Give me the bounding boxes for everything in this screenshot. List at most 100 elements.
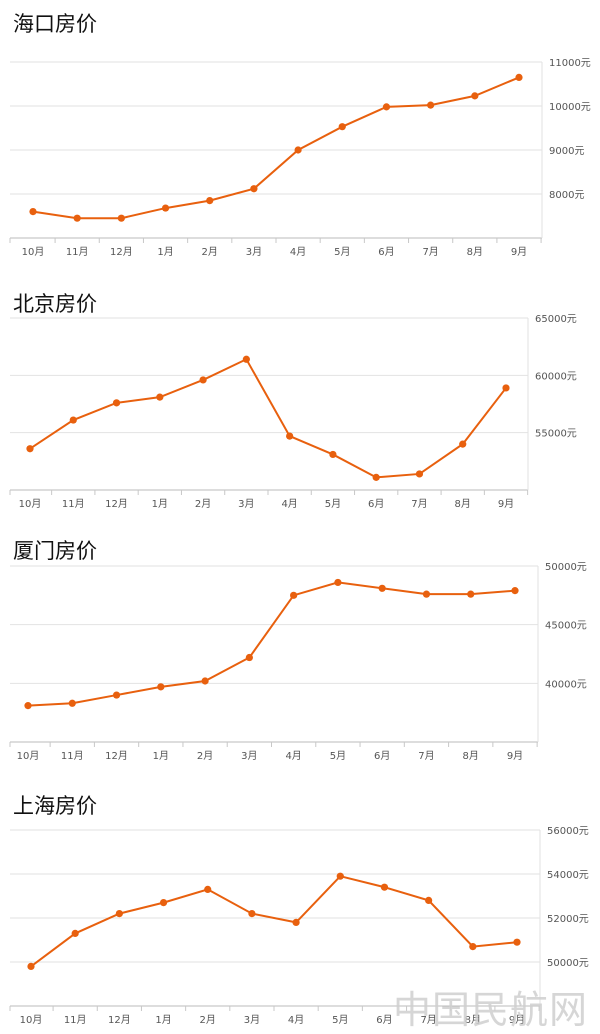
data-point[interactable] — [459, 440, 467, 448]
x-tick-label: 4月 — [290, 246, 306, 258]
data-point[interactable] — [71, 929, 79, 938]
data-point[interactable] — [378, 584, 386, 592]
data-point[interactable] — [427, 101, 435, 109]
x-tick-label: 4月 — [281, 498, 297, 510]
x-tick-label: 6月 — [378, 246, 394, 258]
x-tick-label: 5月 — [325, 498, 341, 510]
y-tick-label: 56000元 — [547, 826, 589, 837]
data-point[interactable] — [292, 918, 300, 927]
data-point[interactable] — [382, 103, 391, 111]
data-point[interactable] — [242, 355, 250, 363]
y-tick-label: 10000元 — [549, 102, 591, 113]
x-tick-label: 11月 — [66, 246, 89, 258]
x-tick-label: 3月 — [241, 750, 257, 762]
series-line — [29, 357, 507, 479]
data-point[interactable] — [199, 376, 207, 384]
data-point[interactable] — [159, 899, 168, 907]
y-tick-label: 50000元 — [545, 562, 587, 573]
x-tick-label: 7月 — [411, 498, 427, 510]
data-point[interactable] — [250, 185, 258, 193]
data-point[interactable] — [117, 214, 125, 222]
x-tick-label: 7月 — [418, 750, 434, 762]
x-tick-label: 8月 — [455, 498, 471, 510]
x-tick-label: 1月 — [153, 750, 169, 762]
data-point[interactable] — [24, 702, 32, 710]
data-point[interactable] — [29, 208, 37, 216]
data-point[interactable] — [469, 943, 477, 951]
y-tick-label: 11000元 — [549, 58, 591, 69]
data-point[interactable] — [471, 92, 479, 100]
data-point[interactable] — [467, 590, 475, 598]
data-point[interactable] — [157, 683, 165, 691]
data-point[interactable] — [290, 591, 298, 599]
x-tick-label: 8月 — [463, 750, 479, 762]
x-tick-label: 9月 — [498, 498, 514, 510]
data-point[interactable] — [380, 883, 389, 891]
data-point[interactable] — [372, 473, 380, 481]
x-tick-label: 2月 — [202, 246, 218, 258]
x-tick-label: 10月 — [19, 498, 42, 510]
y-tick-label: 40000元 — [545, 679, 587, 690]
y-tick-label: 54000元 — [547, 870, 589, 881]
data-point[interactable] — [161, 204, 170, 212]
y-tick-label: 60000元 — [535, 371, 577, 382]
data-point[interactable] — [425, 896, 433, 905]
data-point[interactable] — [245, 653, 253, 662]
data-point[interactable] — [69, 416, 77, 424]
x-tick-label: 11月 — [62, 498, 85, 510]
data-point[interactable] — [68, 699, 76, 707]
data-point[interactable] — [336, 872, 344, 880]
series-line — [27, 581, 516, 707]
data-point[interactable] — [112, 691, 121, 699]
data-point[interactable] — [511, 587, 519, 595]
x-tick-label: 10月 — [22, 246, 45, 258]
data-point[interactable] — [502, 384, 510, 392]
data-point[interactable] — [26, 445, 34, 453]
x-tick-label: 1月 — [152, 498, 168, 510]
data-point[interactable] — [156, 393, 164, 401]
x-tick-label: 3月 — [244, 1014, 260, 1026]
data-point[interactable] — [201, 677, 209, 685]
data-point[interactable] — [422, 590, 431, 598]
x-tick-label: 3月 — [238, 498, 254, 510]
x-tick-label: 9月 — [507, 750, 523, 762]
data-point[interactable] — [515, 73, 523, 81]
x-tick-label: 6月 — [374, 750, 390, 762]
x-tick-label: 1月 — [157, 246, 173, 258]
data-point[interactable] — [248, 910, 256, 918]
y-tick-label: 52000元 — [547, 914, 589, 925]
x-tick-label: 12月 — [108, 1014, 131, 1026]
data-point[interactable] — [334, 578, 342, 587]
x-tick-label: 8月 — [465, 1014, 481, 1026]
x-tick-label: 5月 — [330, 750, 346, 762]
y-tick-label: 9000元 — [549, 146, 584, 157]
data-point[interactable] — [329, 450, 337, 459]
series-line — [30, 875, 518, 968]
data-point[interactable] — [115, 910, 123, 918]
data-point[interactable] — [206, 197, 214, 205]
series-line — [32, 76, 520, 220]
data-point[interactable] — [73, 214, 81, 222]
data-point[interactable] — [204, 885, 212, 894]
x-tick-label: 4月 — [285, 750, 301, 762]
chart-title: 上海房价 — [13, 794, 97, 818]
data-point[interactable] — [27, 962, 35, 971]
x-tick-label: 5月 — [332, 1014, 348, 1026]
data-point[interactable] — [513, 938, 521, 946]
x-tick-label: 9月 — [509, 1014, 525, 1026]
x-tick-label: 12月 — [110, 246, 133, 258]
data-point[interactable] — [286, 432, 294, 440]
x-tick-label: 11月 — [61, 750, 84, 762]
x-tick-label: 2月 — [195, 498, 211, 510]
x-tick-label: 6月 — [376, 1014, 392, 1026]
data-point[interactable] — [112, 399, 121, 407]
data-point[interactable] — [294, 146, 302, 154]
chart-beijing: 北京房价 55000元 60000元 65000元 10月 11月 12月 1月 2月 3月 4月… — [9, 292, 577, 510]
y-tick-label: 65000元 — [535, 314, 577, 325]
y-tick-label: 50000元 — [547, 958, 589, 969]
y-tick-label: 8000元 — [549, 190, 584, 201]
data-point[interactable] — [338, 123, 346, 131]
chart-xiamen-plot: 40000元 45000元 50000元 10月 11月 12月 1月 2月 3月 4月 5月 6月 7… — [9, 562, 587, 762]
data-point[interactable] — [415, 470, 424, 478]
